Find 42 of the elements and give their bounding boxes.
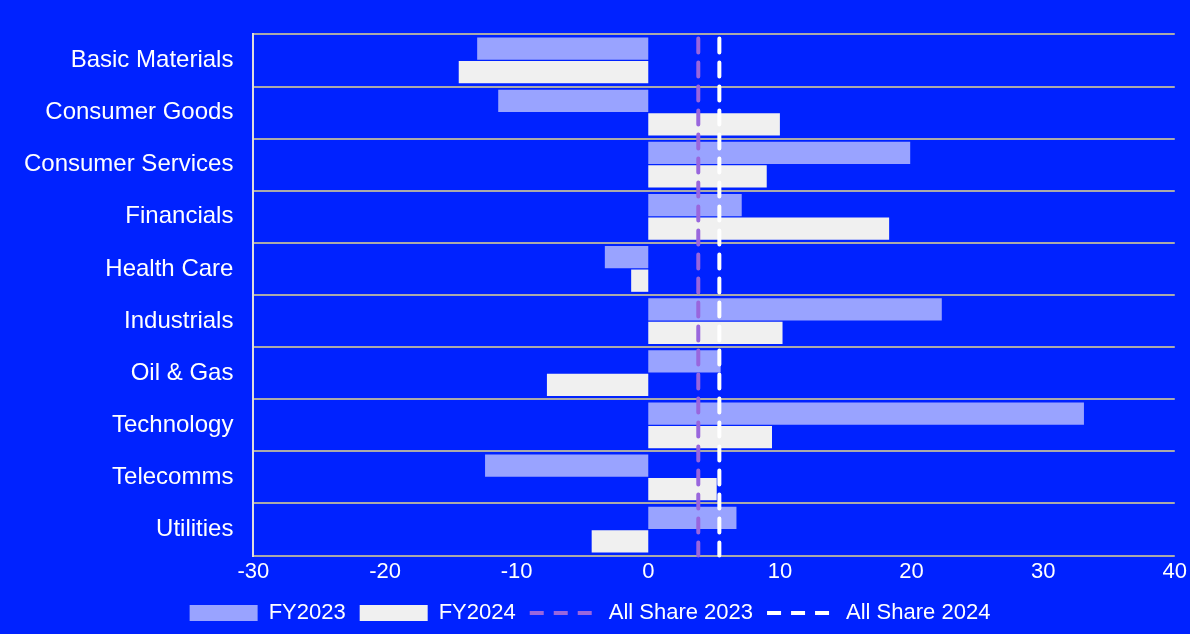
bar	[477, 37, 649, 60]
bar	[591, 530, 649, 553]
legend-label: FY2023	[268, 599, 346, 625]
bar	[498, 89, 649, 112]
x-tick-label: 30	[1030, 557, 1056, 583]
y-tick-label: Industrials	[124, 305, 234, 333]
bar	[648, 217, 890, 240]
y-tick-label: Oil & Gas	[130, 357, 234, 385]
x-tick-label: 20	[899, 557, 924, 583]
bar	[648, 506, 737, 529]
y-tick-label: Consumer Services	[24, 149, 234, 177]
bar	[648, 425, 772, 449]
bar	[458, 61, 649, 84]
ref-line-label: All Share 2023	[608, 599, 754, 625]
bar	[648, 141, 911, 165]
x-tick-label: 0	[642, 557, 655, 583]
y-tick-label: Financials	[125, 201, 234, 229]
legend-label: All Share 2024	[846, 599, 991, 625]
y-tick-label: Technology	[111, 409, 234, 437]
bar	[648, 402, 1084, 425]
y-tick-label: Utilities	[156, 514, 234, 542]
x-tick-label: -20	[369, 557, 401, 583]
bar	[546, 373, 649, 397]
legend-label: FY2024	[438, 599, 516, 625]
bar	[648, 321, 783, 344]
bar	[648, 298, 942, 321]
x-tick-label: -30	[237, 557, 270, 583]
bar	[648, 165, 767, 188]
x-tick-label: 10	[767, 557, 793, 583]
bar	[648, 113, 780, 136]
bar	[648, 478, 717, 501]
bar	[631, 269, 649, 292]
y-tick-label: Consumer Goods	[45, 97, 234, 125]
bar	[648, 193, 742, 217]
y-tick-label: Health Care	[105, 253, 234, 281]
bar	[604, 246, 649, 269]
x-tick-label: -10	[500, 557, 533, 583]
bar	[648, 350, 721, 373]
x-tick-label: 40	[1162, 557, 1188, 583]
y-tick-label: Basic Materials	[70, 45, 234, 73]
y-tick-label: Telecomms	[112, 462, 234, 490]
bar	[485, 454, 649, 477]
